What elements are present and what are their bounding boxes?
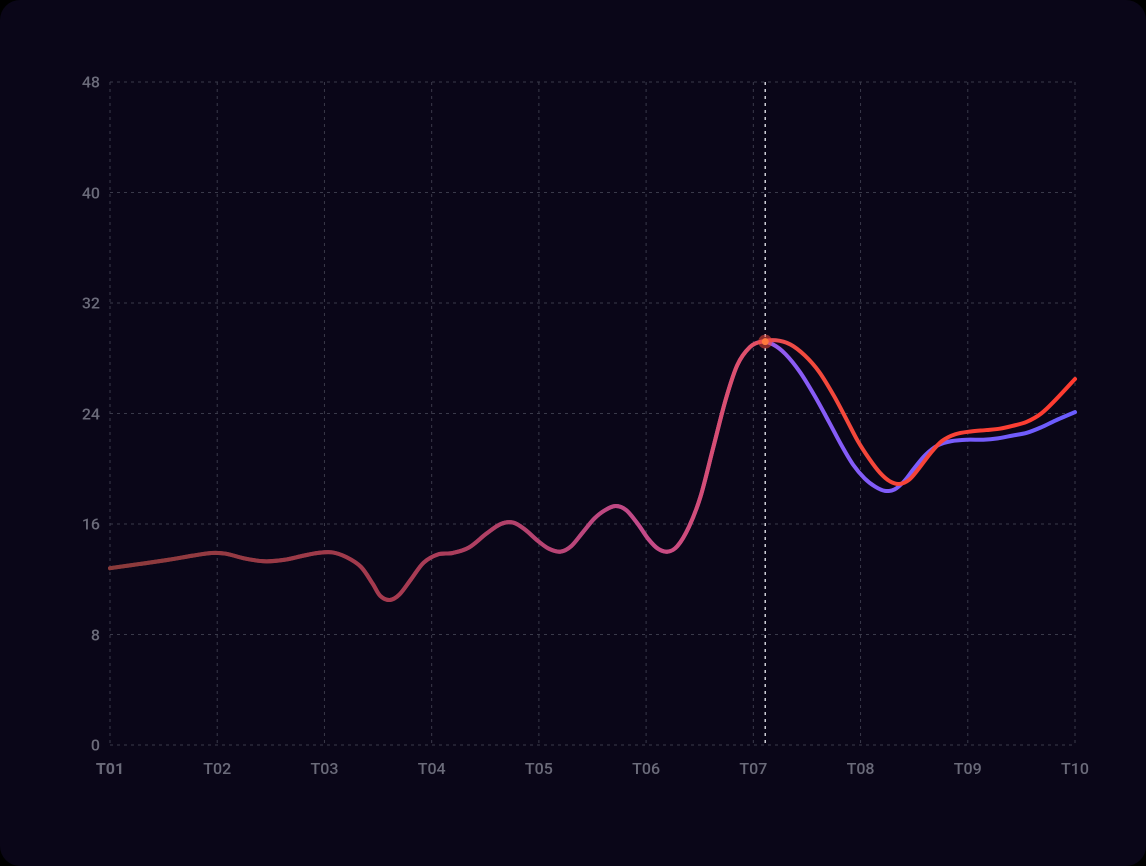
x-tick-label: T05 (525, 759, 553, 778)
x-tick-label: T04 (418, 759, 446, 778)
y-tick-label: 16 (60, 515, 100, 534)
y-tick-label: 0 (60, 736, 100, 755)
chart-plot-area: 0 8 16 24 32 40 48 T01 T02 T03 T04 T05 T06 T07 T08 T09 T… (0, 0, 1146, 866)
y-tick-label: 8 (60, 625, 100, 644)
y-tick-label: 32 (60, 294, 100, 313)
x-tick-label: T09 (954, 759, 982, 778)
chart-marker-inner (762, 338, 769, 345)
y-tick-label: 40 (60, 183, 100, 202)
chart-svg (0, 0, 1146, 866)
x-tick-label: T10 (1061, 759, 1089, 778)
x-tick-label: T03 (310, 759, 338, 778)
chart-container: 0 8 16 24 32 40 48 T01 T02 T03 T04 T05 T06 T07 T08 T09 T… (0, 0, 1146, 866)
x-tick-label: T07 (739, 759, 767, 778)
x-tick-label: T08 (847, 759, 875, 778)
line-series-b (110, 340, 1075, 600)
x-tick-label: T02 (203, 759, 231, 778)
y-tick-label: 48 (60, 73, 100, 92)
x-tick-label: T06 (632, 759, 660, 778)
y-tick-label: 24 (60, 404, 100, 423)
x-tick-label: T01 (96, 759, 124, 778)
